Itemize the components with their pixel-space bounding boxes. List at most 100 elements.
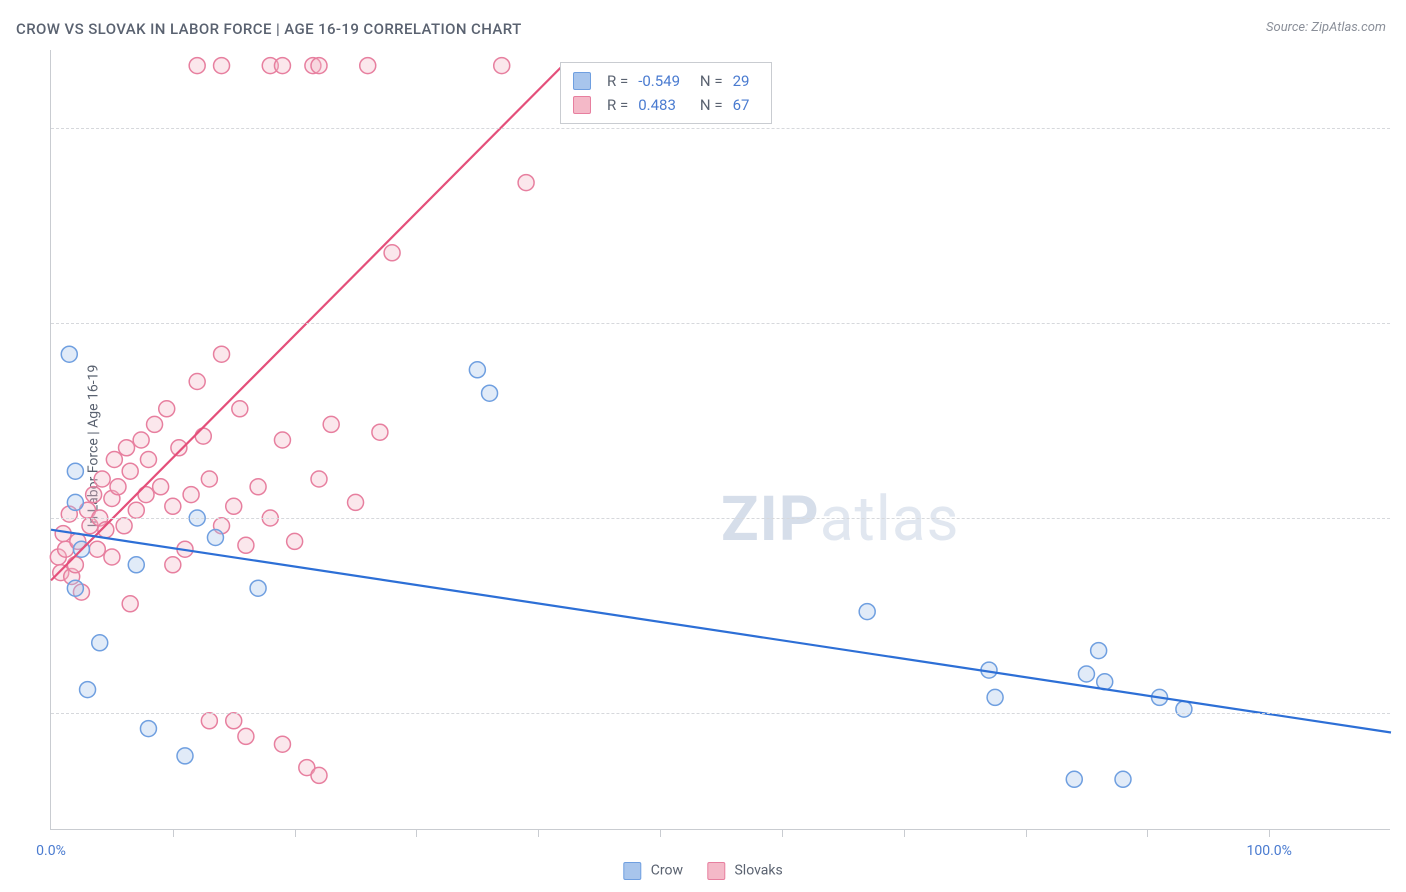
grid-line: [51, 323, 1390, 324]
chart-source: Source: ZipAtlas.com: [1266, 20, 1386, 35]
data-point-slovak: [104, 549, 120, 565]
y-tick-label: 100.0%: [1400, 120, 1406, 136]
data-point-slovak: [128, 502, 144, 518]
legend-label-crow: Crow: [651, 863, 683, 879]
legend-item-slovak: Slovaks: [707, 862, 783, 880]
x-tick: [416, 829, 417, 837]
data-point-slovak: [106, 452, 122, 468]
data-point-crow: [250, 580, 266, 596]
x-tick: [538, 829, 539, 837]
data-point-slovak: [226, 498, 242, 514]
stats-n-value-slovak: 67: [733, 93, 759, 117]
stats-r-label: R =: [607, 93, 628, 117]
x-tick: [1269, 829, 1270, 837]
data-point-slovak: [201, 471, 217, 487]
y-tick-label: 25.0%: [1400, 705, 1406, 721]
data-point-slovak: [122, 596, 138, 612]
stats-swatch-slovak: [573, 96, 591, 114]
data-point-crow: [1078, 666, 1094, 682]
data-point-slovak: [94, 471, 110, 487]
data-point-slovak: [133, 432, 149, 448]
data-point-slovak: [67, 557, 83, 573]
scatter-plot-area: ZIPatlas 25.0%50.0%75.0%100.0%0.0%100.0%: [50, 50, 1390, 830]
data-point-slovak: [384, 245, 400, 261]
stats-row-crow: R =-0.549 N =29: [573, 69, 759, 93]
data-point-slovak: [122, 463, 138, 479]
grid-line: [51, 518, 1390, 519]
data-point-slovak: [274, 58, 290, 74]
data-point-slovak: [311, 58, 327, 74]
correlation-stats-box: R =-0.549 N =29R =0.483 N =67: [560, 62, 772, 124]
data-point-slovak: [171, 440, 187, 456]
data-point-slovak: [116, 518, 132, 534]
data-point-crow: [140, 721, 156, 737]
y-tick-label: 50.0%: [1400, 510, 1406, 526]
data-point-slovak: [323, 416, 339, 432]
data-point-crow: [482, 385, 498, 401]
data-point-slovak: [372, 424, 388, 440]
data-point-slovak: [348, 494, 364, 510]
legend-swatch-crow: [623, 862, 641, 880]
x-tick: [295, 829, 296, 837]
data-point-crow: [128, 557, 144, 573]
data-point-slovak: [494, 58, 510, 74]
legend-swatch-slovak: [707, 862, 725, 880]
data-point-slovak: [226, 713, 242, 729]
stats-r-value-slovak: 0.483: [638, 93, 686, 117]
data-point-crow: [1176, 701, 1192, 717]
data-point-slovak: [147, 416, 163, 432]
stats-n-label: N =: [696, 93, 722, 117]
data-point-slovak: [201, 713, 217, 729]
data-point-crow: [61, 346, 77, 362]
data-point-slovak: [250, 479, 266, 495]
data-point-slovak: [119, 440, 135, 456]
data-point-slovak: [214, 58, 230, 74]
data-point-crow: [859, 604, 875, 620]
data-point-slovak: [189, 58, 205, 74]
legend-bottom: Crow Slovaks: [623, 862, 782, 880]
data-point-crow: [1115, 771, 1131, 787]
data-point-slovak: [183, 487, 199, 503]
data-point-crow: [67, 463, 83, 479]
grid-line: [51, 128, 1390, 129]
data-point-slovak: [287, 533, 303, 549]
x-tick: [1147, 829, 1148, 837]
data-point-slovak: [55, 526, 71, 542]
stats-row-slovak: R = 0.483 N = 67: [573, 93, 759, 117]
data-point-slovak: [238, 537, 254, 553]
chart-title: CROW VS SLOVAK IN LABOR FORCE | AGE 16-1…: [16, 20, 522, 38]
data-point-crow: [1091, 643, 1107, 659]
data-point-slovak: [360, 58, 376, 74]
data-point-crow: [92, 635, 108, 651]
data-point-crow: [67, 494, 83, 510]
data-point-slovak: [195, 428, 211, 444]
data-point-crow: [67, 580, 83, 596]
stats-swatch-crow: [573, 72, 591, 90]
data-point-crow: [1066, 771, 1082, 787]
data-point-slovak: [189, 374, 205, 390]
legend-label-slovak: Slovaks: [734, 863, 782, 879]
stats-n-value-crow: 29: [733, 69, 759, 93]
data-point-slovak: [165, 498, 181, 514]
x-tick: [173, 829, 174, 837]
stats-r-label: R =: [607, 69, 628, 93]
data-point-slovak: [86, 487, 102, 503]
stats-n-label: N =: [696, 69, 722, 93]
data-point-crow: [80, 682, 96, 698]
data-point-slovak: [311, 767, 327, 783]
data-point-crow: [469, 362, 485, 378]
data-point-slovak: [238, 728, 254, 744]
data-point-slovak: [110, 479, 126, 495]
data-point-slovak: [518, 175, 534, 191]
legend-item-crow: Crow: [623, 862, 683, 880]
x-tick: [1026, 829, 1027, 837]
data-point-slovak: [153, 479, 169, 495]
data-point-slovak: [274, 736, 290, 752]
x-tick: [904, 829, 905, 837]
x-tick: [782, 829, 783, 837]
data-point-crow: [987, 689, 1003, 705]
x-tick: [660, 829, 661, 837]
grid-line: [51, 713, 1390, 714]
data-point-slovak: [232, 401, 248, 417]
data-point-slovak: [165, 557, 181, 573]
